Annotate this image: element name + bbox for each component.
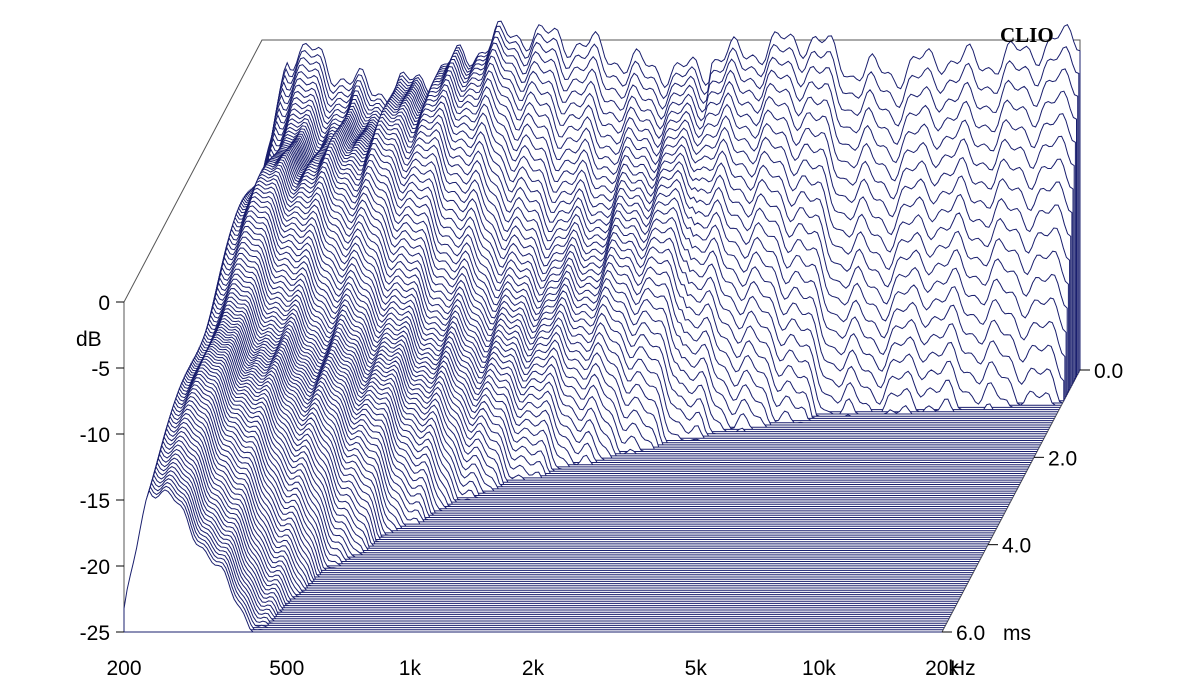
z-tick-label: 2.0: [1048, 447, 1077, 470]
z-axis-ticks: 0.0 2.0 4.0 6.0: [942, 360, 1123, 645]
y-tick-label: -20: [80, 556, 110, 579]
z-tick-label: 0.0: [1094, 360, 1123, 383]
x-tick-label: 1k: [399, 657, 422, 680]
brand-label: CLIO: [1000, 23, 1054, 47]
y-tick-label: -5: [91, 358, 110, 381]
y-tick-label: 0: [98, 292, 110, 315]
decay-slice: [183, 308, 1003, 518]
y-tick-label: -25: [80, 622, 110, 645]
decay-slice: [185, 304, 1004, 516]
z-axis-unit-label: ms: [1003, 622, 1031, 645]
decay-slice: [182, 311, 1002, 521]
decay-slice: [123, 489, 942, 633]
y-tick-label: -10: [80, 424, 110, 447]
cumulative-decay-slices: [123, 20, 1081, 633]
x-tick-label: 200: [106, 657, 141, 680]
x-tick-label: 2k: [522, 657, 545, 680]
x-tick-label: 5k: [685, 657, 708, 680]
x-tick-label: 500: [269, 657, 304, 680]
x-axis-ticks: 200 500 1k 2k 5k 10k 20k: [106, 657, 959, 680]
z-tick-label: 4.0: [1002, 535, 1031, 558]
x-tick-label: 10k: [802, 657, 836, 680]
y-axis-unit-label: dB: [76, 328, 102, 351]
x-axis-unit-label: Hz: [950, 657, 976, 680]
y-axis-ticks: 0 -5 -10 -15 -20 -25: [80, 292, 124, 645]
z-tick-label: 6.0: [956, 622, 985, 645]
y-tick-label: -15: [80, 490, 110, 513]
x-tick-label: 20k: [925, 657, 959, 680]
